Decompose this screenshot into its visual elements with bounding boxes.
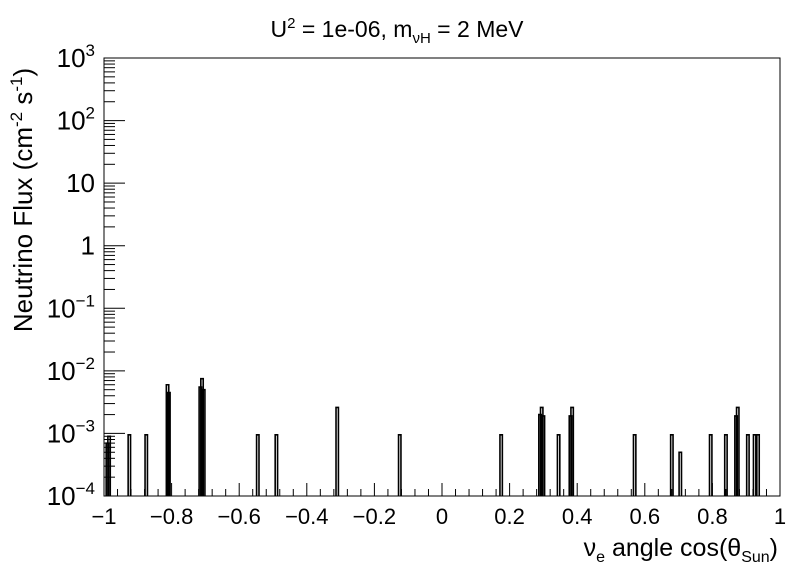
xlabel-close: ) [770,534,778,562]
histogram-spike [144,434,149,496]
y-axis-tick-labels: 10−4 10−3 10−2 10−1 1 10 102 103 [47,41,95,511]
y-tick-label: 10−1 [47,291,95,323]
histogram-spike [541,415,546,496]
histogram-spike [756,434,761,496]
x-axis-label: νe angle cos(θSun) [584,534,778,566]
histogram-spike [201,388,206,496]
histogram-spike [570,406,575,496]
histogram-spike [255,434,260,496]
svg-text:Neutrino Flux (cm-2 s-1): Neutrino Flux (cm-2 s-1) [7,68,38,332]
x-tick-label: 0.8 [697,504,728,529]
y-tick-label: 10−2 [47,354,95,386]
x-tick-label: 0.4 [562,504,593,529]
title-mass-subscript: νH [412,30,430,47]
histogram-spike [745,434,750,496]
ylabel-text: Neutrino Flux (cm [8,127,38,332]
ylabel-close: ) [8,68,38,77]
x-tick-label: 0 [436,504,448,529]
svg-text:νe angle cos(θSun): νe angle cos(θSun) [584,534,778,566]
histogram-spike [397,434,402,496]
y-tick-label: 10 [66,168,95,198]
histogram-spikes [105,377,761,496]
histogram-spike [752,434,757,496]
x-tick-label: −0.2 [353,504,396,529]
xlabel-theta-subscript: Sun [741,549,769,566]
histogram-spike [632,434,637,496]
x-tick-label: 1 [774,504,786,529]
xlabel-nu-subscript: e [596,549,605,566]
histogram-spike [735,406,740,496]
y-tick-label: 102 [57,104,95,136]
y-tick-label: 1 [81,231,95,261]
y-tick-label: 10−3 [47,416,95,448]
title-u-symbol: U [271,16,288,42]
x-tick-label: −0.8 [150,504,193,529]
histogram-spike [678,451,683,496]
title-u-text: = 1e-06, m [295,16,412,42]
x-tick-label: 0.2 [494,504,525,529]
svg-text:U2 = 1e-06, mνH = 2 MeV: U2 = 1e-06, mνH = 2 MeV [271,15,525,47]
histogram-spike [499,434,504,496]
histogram-spike [166,391,171,496]
x-tick-label: 0.6 [630,504,661,529]
xlabel-nu: ν [584,534,597,562]
ylabel-power1: -2 [7,112,26,127]
x-axis-tick-labels: −1 −0.8 −0.6 −0.4 −0.2 0 0.2 0.4 0.6 0.8 1 [91,504,786,529]
histogram-spike [274,434,279,496]
plot-frame [103,57,781,497]
ylabel-mid: s [8,92,38,112]
y-tick-label: 103 [57,41,95,73]
histogram-spike [127,434,132,496]
histogram-spike [107,435,112,496]
y-tick-label: 10−4 [47,479,95,511]
histogram-spike [669,434,674,496]
histogram-spike [335,406,340,496]
histogram-spike [723,434,728,496]
histogram-spike [165,383,170,496]
x-tick-label: −0.6 [217,504,260,529]
y-axis-label: Neutrino Flux (cm-2 s-1) [7,68,38,332]
title-u-power: 2 [287,15,295,32]
histogram-spike [708,434,713,496]
y-axis-ticks [104,57,125,497]
ylabel-power2: -1 [7,77,26,92]
xlabel-text: angle cos(θ [605,534,741,562]
histogram-spike [556,434,561,496]
chart-title: U2 = 1e-06, mνH = 2 MeV [271,15,525,47]
title-mass-text: = 2 MeV [431,16,524,42]
x-tick-label: −1 [91,504,116,529]
x-tick-label: −0.4 [285,504,328,529]
